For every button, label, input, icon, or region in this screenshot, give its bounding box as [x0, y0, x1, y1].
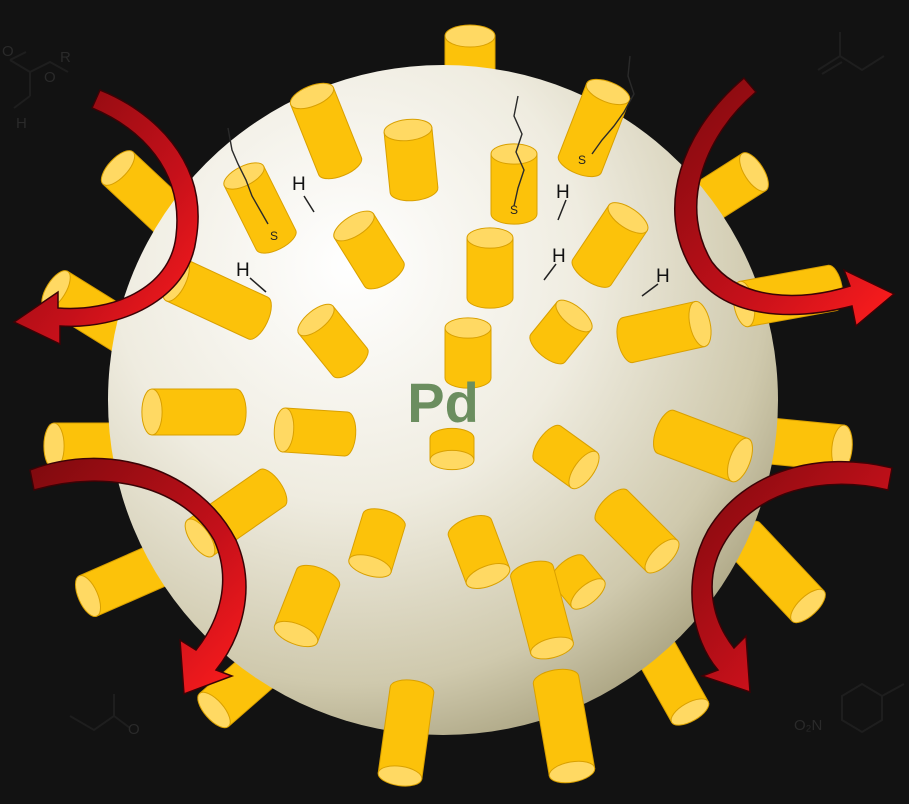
- thiol-chain-1: [227, 127, 269, 225]
- ligand-16: [273, 407, 357, 457]
- ligand-12: [529, 299, 593, 365]
- thiol-chain-2: [513, 95, 525, 207]
- sulfur-label-1: S: [270, 229, 278, 243]
- ligand-6: [333, 210, 405, 290]
- ligand-21: [348, 508, 406, 578]
- sulfur-labels: S S S: [270, 153, 586, 243]
- sulfur-label-2: S: [510, 203, 518, 217]
- surface-hydrogens: [249, 195, 659, 297]
- ligand-22: [447, 515, 511, 589]
- ligand-2: [383, 118, 439, 202]
- ligand-8: [571, 202, 649, 288]
- hydrogen-label-1: H: [292, 174, 306, 195]
- ligand-15: [141, 388, 247, 436]
- ligand-5: [490, 143, 538, 225]
- ligand-23: [594, 488, 680, 574]
- ester-molecule: [9, 51, 69, 109]
- ligand-3: [557, 78, 631, 178]
- nitro-group-label: O₂N: [794, 717, 822, 734]
- ligand-11: [444, 317, 492, 389]
- substrate-molecules: [9, 32, 905, 734]
- thiol-chains: [227, 55, 635, 225]
- ligand-26: [377, 679, 435, 787]
- core-label: Pd: [407, 371, 479, 434]
- ligand-7: [466, 227, 514, 309]
- hydrogen-label-5: H: [656, 266, 670, 287]
- hydrogen-label-3: H: [556, 182, 570, 203]
- ligand-10: [297, 303, 369, 379]
- ester-o1-label: O: [2, 43, 14, 60]
- ester-r-label: R: [60, 49, 71, 66]
- substrate-atom-labels: R O O H O O₂N: [2, 43, 822, 738]
- ligand-25: [550, 554, 606, 610]
- reaction-arrows: [12, 76, 896, 696]
- nitroarene-molecule: [841, 682, 905, 734]
- hydrogen-label-4: H: [552, 246, 566, 267]
- reaction-arrow-3: [29, 457, 247, 696]
- alkene-molecule: [817, 32, 885, 75]
- ester-h-label: H: [16, 115, 27, 132]
- ligand-19: [653, 409, 753, 483]
- ligand-13: [616, 300, 712, 364]
- ligand-18: [532, 424, 600, 490]
- ligand-28: [510, 560, 574, 660]
- reaction-arrow-1: [12, 89, 199, 346]
- ligand-1: [289, 82, 363, 180]
- thiol-chain-3: [591, 55, 635, 155]
- hydrogen-labels: H H H H H: [236, 174, 670, 287]
- sulfur-label-3: S: [578, 153, 586, 167]
- reaction-arrow-2: [673, 76, 896, 328]
- hydrogen-label-2: H: [236, 260, 250, 281]
- ketone-molecule: [69, 694, 131, 732]
- ligand-17: [429, 427, 475, 471]
- ligand-24: [273, 564, 341, 648]
- reaction-arrow-4: [691, 460, 893, 694]
- ester-o2-label: O: [44, 69, 56, 86]
- ketone-o-label: O: [128, 721, 140, 738]
- ligand-27: [532, 668, 596, 784]
